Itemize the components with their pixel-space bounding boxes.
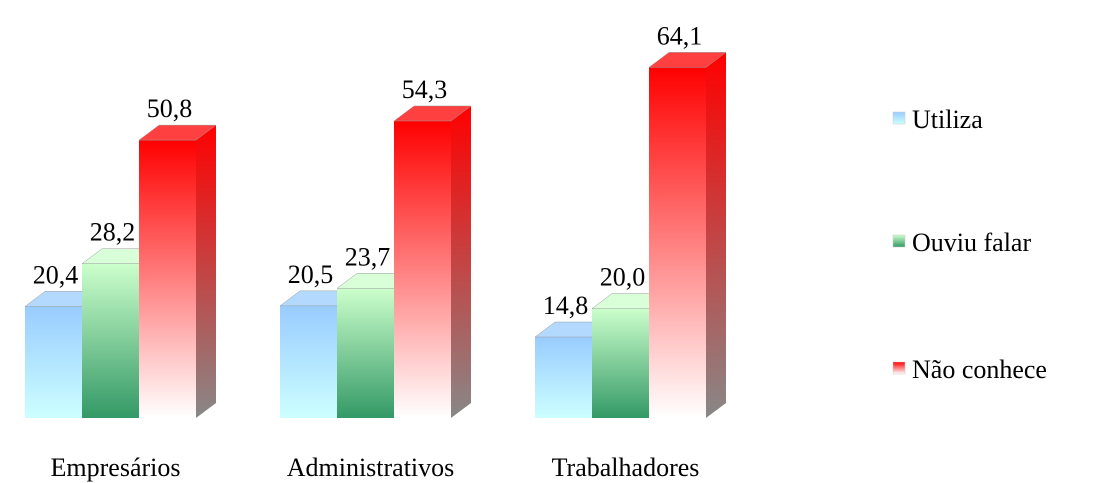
bar xyxy=(393,105,472,418)
bar-side xyxy=(196,125,216,419)
bar-front xyxy=(139,140,196,418)
data-label: 23,7 xyxy=(345,242,391,271)
legend-swatch xyxy=(892,361,906,375)
bar xyxy=(648,52,727,419)
legend-swatch xyxy=(892,111,906,125)
data-label: 64,1 xyxy=(657,21,703,50)
legend-label: Não conhece xyxy=(912,355,1047,384)
bar-front xyxy=(649,67,706,419)
bar-side xyxy=(451,105,471,418)
bar-front xyxy=(535,337,592,418)
x-tick-label: Administrativos xyxy=(287,453,455,482)
legend-swatch xyxy=(892,234,906,248)
bar-front xyxy=(337,288,394,418)
bar-front xyxy=(25,306,82,418)
legend-label: Utiliza xyxy=(912,105,983,134)
data-label: 20,0 xyxy=(600,263,646,292)
bar-side xyxy=(706,52,726,419)
bar-top xyxy=(393,105,472,122)
bar-front xyxy=(280,305,337,418)
legend-label: Ouviu falar xyxy=(912,228,1031,257)
data-label: 50,8 xyxy=(147,94,193,123)
bar-front xyxy=(82,263,139,418)
data-label: 28,2 xyxy=(90,218,136,247)
x-tick-label: Empresários xyxy=(51,453,181,482)
bar-top xyxy=(138,124,217,141)
bar xyxy=(138,124,217,419)
data-label: 20,4 xyxy=(33,260,79,289)
data-label: 54,3 xyxy=(402,75,448,104)
x-tick-label: Trabalhadores xyxy=(552,453,700,482)
bar-front xyxy=(592,308,649,418)
bar-top xyxy=(648,52,727,68)
bar-front xyxy=(394,120,451,418)
data-label: 14,8 xyxy=(543,291,589,320)
data-label: 20,5 xyxy=(288,260,334,289)
